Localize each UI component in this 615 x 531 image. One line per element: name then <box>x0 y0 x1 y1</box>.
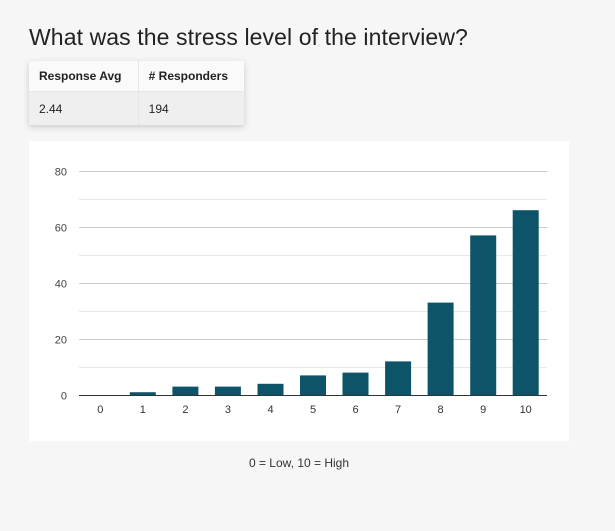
bar <box>300 375 326 395</box>
y-tick-label: 80 <box>55 167 67 179</box>
x-tick-label: 1 <box>140 404 146 416</box>
chart-card: 0 20 40 60 80 0 1 2 3 4 5 6 7 8 9 10 <box>29 141 569 441</box>
chart-caption: 0 = Low, 10 = High <box>248 456 350 470</box>
stats-table: Response Avg # Responders 2.44 194 <box>29 61 244 125</box>
y-tick-label: 40 <box>55 279 67 291</box>
x-tick-label: 6 <box>352 404 358 416</box>
stats-value-row: 2.44 194 <box>29 91 244 125</box>
bar <box>342 372 369 395</box>
y-tick-label: 60 <box>55 223 67 235</box>
x-tick-label: 7 <box>395 404 401 416</box>
x-tick-label: 5 <box>310 404 316 416</box>
stats-header-row: Response Avg # Responders <box>29 61 244 92</box>
response-avg-value: 2.44 <box>29 91 139 125</box>
bar <box>214 386 241 395</box>
y-tick-label: 0 <box>61 391 67 403</box>
x-tick-label: 0 <box>97 404 103 416</box>
x-tick-label: 4 <box>267 404 273 416</box>
page-title: What was the stress level of the intervi… <box>29 24 468 50</box>
x-tick-label: 8 <box>438 404 444 416</box>
x-tick-label: 10 <box>520 404 532 416</box>
bar <box>129 392 156 395</box>
bar <box>512 210 539 395</box>
x-tick-label: 2 <box>182 404 188 416</box>
responders-header: # Responders <box>137 61 244 92</box>
bar <box>427 302 454 395</box>
bar <box>385 361 412 395</box>
bar <box>172 386 199 395</box>
x-tick-label: 9 <box>480 404 486 416</box>
y-tick-label: 20 <box>55 335 67 347</box>
bar <box>257 383 284 395</box>
bar-chart: 0 20 40 60 80 0 1 2 3 4 5 6 7 8 9 10 <box>55 167 547 416</box>
responders-value: 194 <box>137 91 244 125</box>
x-tick-label: 3 <box>225 404 231 416</box>
bar <box>470 235 497 395</box>
response-avg-header: Response Avg <box>29 61 139 92</box>
